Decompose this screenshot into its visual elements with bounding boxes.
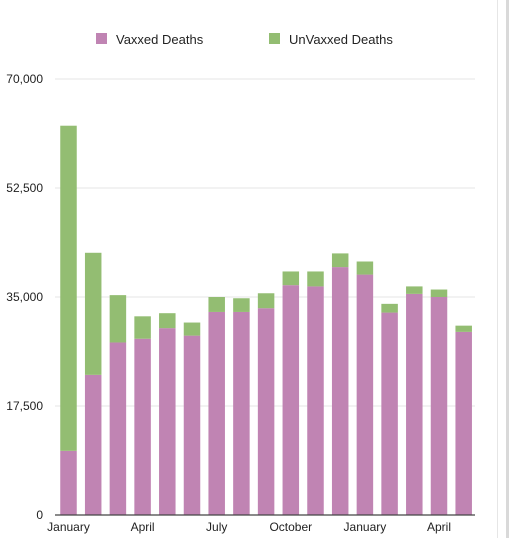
- bar-vaxxed-6: [183, 335, 201, 515]
- bar-vaxxed-16: [430, 297, 448, 515]
- x-tick-label: January: [47, 520, 90, 534]
- y-tick-label: 17,500: [6, 399, 43, 413]
- bar-unvaxxed-9: [257, 293, 275, 309]
- bar-vaxxed-4: [134, 338, 151, 515]
- legend-swatch-1: [96, 33, 107, 44]
- legend-label-1: Vaxxed Deaths: [116, 32, 204, 47]
- y-axis: 70,000 52,500 35,000 17,500 0: [6, 72, 43, 522]
- x-axis: January April July October January April: [47, 514, 475, 534]
- bar-vaxxed-10: [282, 285, 300, 515]
- x-tick-label: April: [427, 520, 451, 534]
- bar-vaxxed-3: [109, 342, 127, 515]
- bar-unvaxxed-13: [356, 261, 374, 275]
- bar-vaxxed-13: [356, 274, 374, 515]
- bar-vaxxed-1: [60, 450, 77, 515]
- bar-vaxxed-15: [406, 293, 423, 515]
- y-tick-label: 0: [36, 508, 43, 522]
- y-tick-label: 35,000: [6, 290, 43, 304]
- bar-vaxxed-14: [381, 312, 398, 515]
- bar-unvaxxed-3: [109, 295, 127, 343]
- bar-unvaxxed-2: [84, 252, 102, 375]
- bar-unvaxxed-15: [406, 286, 423, 294]
- bar-vaxxed-11: [307, 286, 324, 515]
- x-tick-label: July: [206, 520, 227, 534]
- bar-vaxxed-9: [257, 308, 275, 515]
- bar-unvaxxed-14: [381, 303, 398, 313]
- bar-unvaxxed-6: [183, 322, 201, 336]
- x-tick-label: April: [131, 520, 155, 534]
- bar-unvaxxed-7: [208, 297, 225, 312]
- x-tick-label: October: [269, 520, 312, 534]
- bar-unvaxxed-16: [430, 289, 448, 297]
- legend-label-2: UnVaxxed Deaths: [289, 32, 393, 47]
- stacked-bar-chart: Vaxxed Deaths UnVaxxed Deaths 70,000 52,50…: [6, 32, 475, 534]
- bar-vaxxed-5: [159, 328, 176, 515]
- bar-unvaxxed-11: [307, 271, 324, 287]
- bar-unvaxxed-17: [455, 325, 472, 332]
- panel-divider: [497, 0, 498, 538]
- bar-vaxxed-7: [208, 311, 225, 515]
- bar-vaxxed-2: [84, 374, 102, 515]
- bar-unvaxxed-10: [282, 271, 300, 286]
- legend: Vaxxed Deaths UnVaxxed Deaths: [96, 32, 393, 47]
- bar-unvaxxed-5: [159, 313, 176, 329]
- bar-vaxxed-17: [455, 331, 472, 515]
- bar-vaxxed-8: [233, 311, 250, 515]
- y-tick-label: 70,000: [6, 72, 43, 86]
- y-tick-label: 52,500: [6, 181, 43, 195]
- bars: [60, 125, 472, 515]
- bar-vaxxed-12: [331, 267, 349, 515]
- bar-unvaxxed-1: [60, 125, 77, 451]
- bar-unvaxxed-4: [134, 316, 151, 339]
- scrollbar-track[interactable]: [506, 0, 509, 538]
- x-tick-label: January: [344, 520, 387, 534]
- legend-swatch-2: [269, 33, 280, 44]
- bar-unvaxxed-8: [233, 298, 250, 312]
- bar-unvaxxed-12: [331, 253, 349, 268]
